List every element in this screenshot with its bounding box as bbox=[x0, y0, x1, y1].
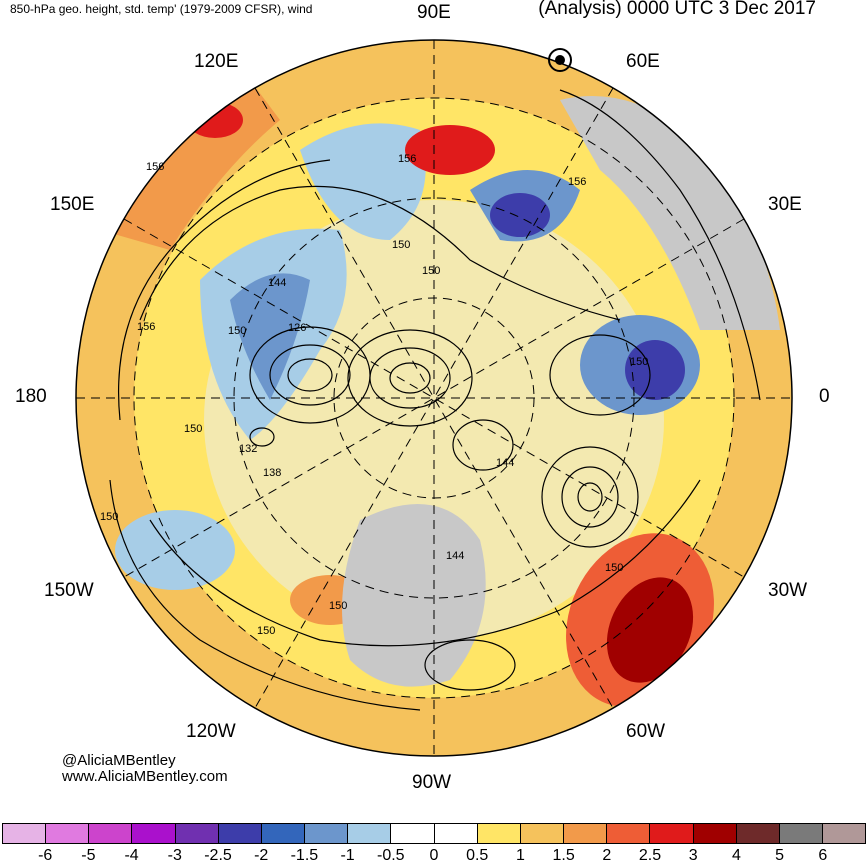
lon-label-60e: 60E bbox=[626, 51, 660, 72]
colorbar-tick-label: 5 bbox=[775, 847, 785, 864]
lon-label-0: 0 bbox=[819, 386, 830, 407]
contour-label: 150 bbox=[329, 600, 347, 612]
colorbar-swatch bbox=[693, 824, 737, 843]
contour-label: 132 bbox=[239, 443, 257, 455]
colorbar-tick-label: 4 bbox=[731, 847, 741, 864]
contour-label: 144 bbox=[496, 457, 514, 469]
colorbar-swatch bbox=[46, 824, 90, 843]
map-title: 850-hPa geo. height, std. temp' (1979-20… bbox=[10, 2, 313, 16]
colorbar-swatch bbox=[477, 824, 521, 843]
contour-label: 150 bbox=[100, 511, 118, 523]
contour-label: 138 bbox=[263, 467, 281, 479]
colorbar-tick-label: -6 bbox=[38, 847, 53, 864]
lon-label-30e: 30E bbox=[768, 194, 802, 215]
colorbar-tick-label: -2.5 bbox=[204, 847, 232, 864]
colorbar-swatch bbox=[89, 824, 133, 843]
colorbar-tick-label: 6 bbox=[818, 847, 828, 864]
credit-handle: @AliciaMBentley bbox=[62, 752, 176, 769]
polar-map: 156 156 156 150 150 150 144 156 126 150 … bbox=[75, 39, 793, 757]
colorbar-swatch bbox=[348, 824, 392, 843]
lon-label-120w: 120W bbox=[186, 721, 236, 742]
high-center-marker bbox=[548, 48, 572, 72]
contour-label: 150 bbox=[184, 423, 202, 435]
colorbar-swatch bbox=[218, 824, 262, 843]
high-center-dot bbox=[555, 55, 565, 65]
colorbar-tick-label: 2.5 bbox=[638, 847, 662, 864]
contour-labels: 156 156 156 150 150 150 144 156 126 150 … bbox=[100, 153, 648, 637]
colorbar-tick-label: -2 bbox=[254, 847, 269, 864]
colorbar-tick-label: -0.5 bbox=[377, 847, 405, 864]
contour-label: 126 bbox=[288, 322, 306, 334]
contour-label: 150 bbox=[257, 625, 275, 637]
contour-label: 150 bbox=[605, 562, 623, 574]
contour-label: 144 bbox=[446, 550, 464, 562]
lon-label-30w: 30W bbox=[768, 580, 808, 601]
colorbar-swatch bbox=[822, 824, 867, 843]
colorbar-tick-label: -1.5 bbox=[290, 847, 319, 864]
analysis-time: (Analysis) 0000 UTC 3 Dec 2017 bbox=[538, 0, 816, 19]
lon-label-60w: 60W bbox=[626, 721, 666, 742]
colorbar-swatch bbox=[391, 824, 435, 843]
colorbar-tick-label: -1 bbox=[340, 847, 355, 864]
colorbar-tick-label: 2 bbox=[602, 847, 612, 864]
colorbar-swatch bbox=[607, 824, 651, 843]
contour-label: 150 bbox=[422, 265, 440, 277]
contour-label: 156 bbox=[568, 176, 586, 188]
lon-label-180: 180 bbox=[15, 386, 47, 407]
lon-label-90e: 90E bbox=[417, 2, 451, 23]
colorbar-tick-label: 0 bbox=[429, 847, 439, 864]
colorbar-swatch bbox=[434, 824, 478, 843]
contour-label: 150 bbox=[392, 239, 410, 251]
contour-label: 156 bbox=[137, 321, 155, 333]
colorbar-tick-label: 0.5 bbox=[466, 847, 489, 864]
colorbar-tick-label: 1.5 bbox=[552, 847, 575, 864]
colorbar-ticks: -6 -5 -4 -3 -2.5 -2 -1.5 -1 -0.5 0 0.5 1 1.5 2 2.5 3 4 5 6 bbox=[2, 847, 866, 864]
colorbar-swatch bbox=[520, 824, 565, 843]
colorbar-tick-label: -3 bbox=[167, 847, 182, 864]
colorbar-tick-label: -4 bbox=[124, 847, 139, 864]
lon-label-150w: 150W bbox=[44, 580, 94, 601]
latitude-circles bbox=[133, 97, 735, 699]
lon-label-90w: 90W bbox=[412, 772, 452, 793]
contour-label: 150 bbox=[630, 356, 648, 368]
colorbar-swatch bbox=[261, 824, 306, 843]
lon-label-120e: 120E bbox=[194, 51, 239, 72]
colorbar-swatch bbox=[132, 824, 176, 843]
lon-label-150e: 150E bbox=[50, 194, 95, 215]
contour-label: 156 bbox=[146, 161, 164, 173]
contour-label: 150 bbox=[228, 325, 246, 337]
colorbar-swatch bbox=[2, 824, 47, 843]
colorbar-swatch bbox=[305, 824, 349, 843]
colorbar-swatch bbox=[779, 824, 823, 843]
colorbar bbox=[2, 823, 867, 844]
colorbar-tick-label: 1 bbox=[515, 847, 525, 864]
colorbar-swatch bbox=[175, 824, 219, 843]
colorbar-swatch bbox=[650, 824, 694, 843]
contour-label: 144 bbox=[268, 277, 286, 289]
colorbar-swatch bbox=[736, 824, 780, 843]
colorbar-tick-label: 3 bbox=[688, 847, 698, 864]
credit-site: www.AliciaMBentley.com bbox=[62, 768, 228, 785]
colorbar-swatch bbox=[564, 824, 608, 843]
colorbar-tick-label: -5 bbox=[81, 847, 96, 864]
height-contours bbox=[109, 89, 761, 711]
contour-label: 156 bbox=[398, 153, 416, 165]
